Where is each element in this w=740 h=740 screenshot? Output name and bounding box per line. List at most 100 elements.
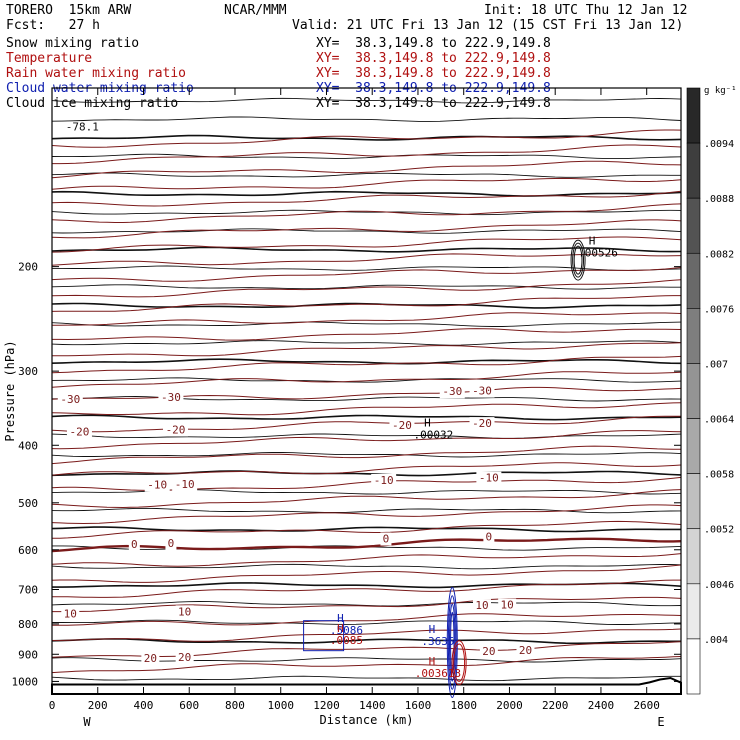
- isentrope-line: [51, 452, 682, 458]
- maximum-value: .5086: [330, 624, 363, 637]
- colorbar-segment: [686, 528, 701, 585]
- isotherm-line: [52, 596, 682, 613]
- isotherm-label-bg: [175, 605, 194, 619]
- isotherm-line: [51, 489, 682, 509]
- maximum-marker: H: [337, 612, 344, 625]
- isotherm-label: 20: [519, 644, 532, 657]
- x-tick-label: 2400: [588, 699, 615, 712]
- isotherm-line: [51, 355, 682, 374]
- field-name: Rain water mixing ratio: [6, 66, 187, 81]
- isotherm-label-bg: [128, 537, 140, 551]
- colorbar-tick-label: .0082: [704, 249, 734, 260]
- isotherm-label: 10: [178, 605, 191, 618]
- isotherm-line: [52, 312, 682, 326]
- isotherm-label-bg: [380, 532, 392, 546]
- isotherm-line: [52, 628, 682, 642]
- isentrope-line: [51, 284, 681, 290]
- isotherm-line: [51, 129, 682, 148]
- colorbar-tick-label: .0088: [704, 194, 734, 205]
- isotherm-label: -30: [472, 385, 492, 398]
- isentrope-line: [51, 526, 681, 533]
- isentrope-line: [52, 265, 682, 271]
- isotherm-label-bg: [371, 473, 397, 487]
- isotherm-label: 0: [383, 533, 390, 546]
- isentrope-line: [51, 563, 682, 570]
- isentrope-line: [51, 153, 682, 160]
- isotherm-label-bg: [61, 607, 80, 621]
- isotherm-label-bg: [469, 417, 495, 431]
- x-tick-label: 1200: [313, 699, 340, 712]
- isotherm-line: [51, 253, 682, 266]
- field-name: Snow mixing ratio: [6, 36, 140, 51]
- isotherm-label: -30: [442, 385, 462, 398]
- isotherm-label: -20: [166, 424, 186, 437]
- field-cross-section-coords: XY= 38.3,149.8 to 222.9,149.8: [316, 66, 551, 81]
- isotherm-label-bg: [144, 478, 170, 492]
- isotherm-line: [51, 430, 682, 450]
- colorbar-segment: [686, 252, 701, 309]
- isentrope-line: [51, 675, 681, 682]
- isotherm-line: [51, 504, 682, 525]
- init-time: Init: 18 UTC Thu 12 Jan 12: [484, 3, 688, 18]
- x-axis-label: Distance (km): [320, 713, 414, 727]
- maximum-value: .00526: [578, 247, 618, 260]
- isentrope-line: [51, 470, 682, 477]
- isotherm-label-bg: [57, 393, 83, 407]
- isotherm-label: -20: [472, 417, 492, 430]
- isotherm-label-bg: [473, 599, 492, 613]
- colorbar-segment: [686, 473, 701, 530]
- colorbar-tick-label: .0058: [704, 470, 734, 481]
- colorbar-tick-label: .0094: [704, 139, 734, 150]
- isotherm-line: [51, 279, 682, 298]
- isentrope-line: [51, 601, 682, 607]
- colorbar-tick-label: .0052: [704, 525, 734, 536]
- isotherm-line: [51, 553, 682, 567]
- isotherm-line: [51, 656, 682, 674]
- maximum-marker: H: [429, 623, 436, 636]
- isotherm-label-bg: [158, 391, 184, 405]
- isotherm-label-bg: [175, 651, 194, 665]
- isotherm-label-bg: [66, 425, 92, 439]
- isotherm-label-bg: [163, 423, 189, 437]
- x-tick-label: 1400: [359, 699, 386, 712]
- y-tick-label: 300: [18, 365, 38, 378]
- y-axis-label: Pressure (hPa): [3, 340, 17, 441]
- isotherm-line: [51, 402, 682, 416]
- isotherm-line: [51, 520, 682, 539]
- isotherm-line: [51, 177, 682, 190]
- isotherm-line: [51, 295, 681, 312]
- field-name: Temperature: [6, 51, 93, 66]
- isotherm-line: [51, 160, 682, 179]
- isotherm-label-bg: [483, 530, 495, 544]
- upper-left-value: -78.1: [66, 121, 99, 134]
- maximum-marker: H: [429, 655, 436, 668]
- x-tick-label: 2200: [542, 699, 569, 712]
- isotherm-line: [52, 328, 682, 341]
- field-name: Cloud ice mixing ratio: [6, 96, 179, 111]
- isotherm-line: [51, 564, 682, 583]
- y-tick-label: 1000: [12, 675, 39, 688]
- isotherm-label-bg: [498, 598, 517, 612]
- mixing-ratio-contour: [572, 242, 585, 278]
- west-label: W: [83, 715, 91, 729]
- isotherm-label-bg: [439, 385, 465, 399]
- isotherm-line: [51, 190, 682, 207]
- isotherm-label: -30: [161, 391, 181, 404]
- forecast-hour: Fcst: 27 h: [6, 18, 100, 33]
- field-cross-section-coords: XY= 38.3,149.8 to 222.9,149.8: [316, 36, 551, 51]
- isotherm-line: [51, 462, 682, 476]
- isotherm-line: [51, 203, 682, 223]
- mixing-ratio-contour: [448, 603, 456, 682]
- maximum-marker: H: [424, 417, 431, 430]
- colorbar-unit: g kg⁻¹: [704, 86, 737, 96]
- isentrope-line: [51, 433, 682, 439]
- colorbar-segment: [686, 87, 701, 144]
- y-tick-label: 600: [18, 544, 38, 557]
- x-tick-label: 1000: [267, 699, 294, 712]
- x-tick-label: 200: [88, 699, 108, 712]
- isotherm-line: [52, 613, 682, 626]
- isotherm-label: 10: [475, 599, 488, 612]
- colorbar-tick-label: .0064: [704, 415, 734, 426]
- x-tick-label: 0: [49, 699, 56, 712]
